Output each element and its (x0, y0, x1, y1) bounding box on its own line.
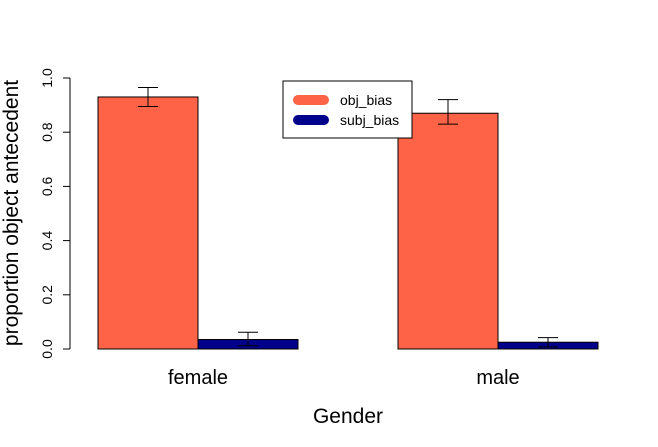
x-tick-label-female: female (168, 367, 228, 389)
bar-obj_bias-female (97, 96, 199, 350)
legend: obj_bias subj_bias (282, 80, 413, 139)
error-bars (138, 86, 558, 348)
y-tick-label: 1.0 (39, 68, 55, 88)
x-tick-label-male: male (476, 367, 519, 389)
y-tick-label: 0.2 (39, 285, 55, 305)
y-tick-label: 0.8 (39, 122, 55, 142)
y-axis-title: proportion object antecedent (0, 80, 23, 346)
bar-obj_bias-male (397, 112, 499, 350)
legend-label-obj_bias: obj_bias (340, 92, 392, 108)
y-tick-label: 0.4 (39, 231, 55, 251)
y-axis: 0.0 0.2 0.4 0.6 0.8 1.0 (39, 68, 71, 359)
legend-box (282, 80, 413, 139)
legend-label-subj_bias: subj_bias (340, 112, 399, 128)
y-tick-label: 0.6 (39, 176, 55, 196)
x-axis-labels: female male (168, 367, 520, 389)
y-tick-label: 0.0 (39, 339, 55, 359)
x-axis-title: Gender (313, 405, 383, 428)
